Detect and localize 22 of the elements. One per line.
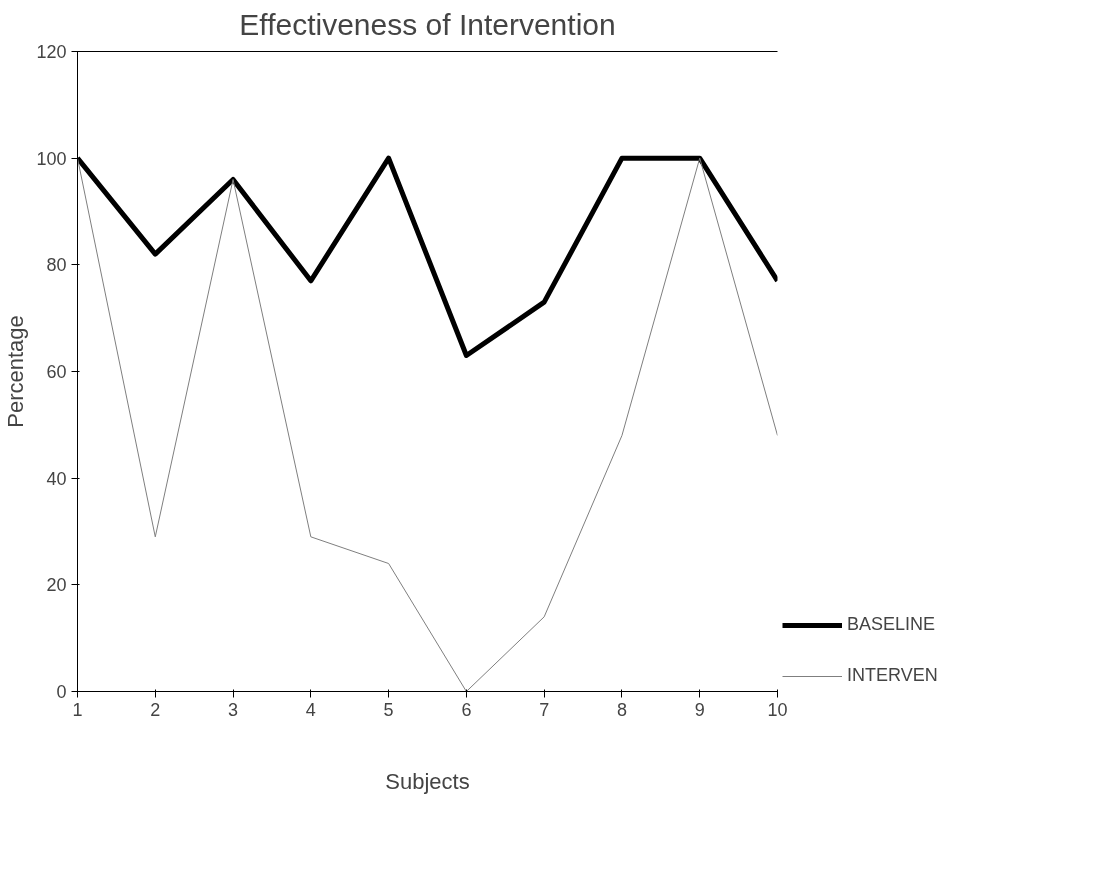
y-tick-label: 20 bbox=[46, 575, 67, 596]
x-tick-label: 8 bbox=[616, 699, 627, 720]
x-tick-label: 1 bbox=[72, 699, 83, 720]
x-axis-title: Subjects bbox=[385, 768, 470, 794]
legend-label: INTERVEN bbox=[847, 665, 938, 686]
y-tick-label: 40 bbox=[46, 468, 67, 489]
y-tick-label: 80 bbox=[46, 255, 67, 276]
x-tick-label: 3 bbox=[228, 699, 239, 720]
x-tick-label: 10 bbox=[767, 699, 788, 720]
x-tick-label: 6 bbox=[461, 699, 472, 720]
legend-label: BASELINE bbox=[847, 614, 936, 635]
y-tick-label: 100 bbox=[36, 148, 67, 169]
x-tick-label: 4 bbox=[305, 699, 316, 720]
y-axis-title: Percentage bbox=[3, 315, 29, 428]
y-tick-label: 60 bbox=[46, 362, 67, 382]
chart-title: Effectiveness of Intervention bbox=[239, 7, 616, 41]
y-tick-label: 0 bbox=[56, 682, 67, 702]
x-tick-label: 2 bbox=[150, 699, 161, 720]
x-tick-label: 9 bbox=[694, 699, 705, 720]
x-tick-label: 7 bbox=[539, 699, 550, 720]
x-tick-label: 5 bbox=[383, 699, 394, 720]
y-tick-label: 120 bbox=[36, 42, 67, 62]
